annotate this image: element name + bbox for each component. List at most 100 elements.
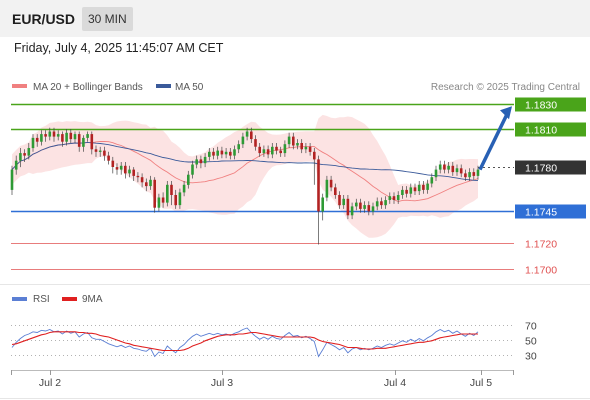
candle-body [90,134,94,150]
candle-body [472,172,476,176]
candle-body [119,165,123,170]
credit-text: Research © 2025 Trading Central [431,82,580,93]
candle-body [342,198,345,206]
candle-body [103,150,106,156]
candle-body [426,183,429,190]
candle-body [157,197,161,208]
candle-body [10,169,14,190]
candle-body [203,156,207,164]
ma50-legend-swatch [156,84,171,88]
candle-body [392,196,396,200]
candle-body [107,155,110,161]
candle-body [300,143,303,150]
candle-body [447,165,450,170]
candle-body [451,165,455,173]
rsi-legend-label: RSI [33,294,50,305]
candle-body [430,177,434,184]
level-label-1-1810: 1.1810 [525,125,557,137]
candle-body [98,150,102,152]
candle-body [212,151,215,156]
candle-body [329,179,333,188]
candle-body [371,206,375,212]
candle-body [31,137,35,149]
candle-body [233,149,236,156]
rsi-tick-label: 70 [525,321,537,333]
currency-pair: EUR/USD [12,11,76,27]
candle-body [14,160,18,170]
candle-body [287,136,291,145]
candle-body [384,200,387,206]
candle-body [86,134,89,138]
candle-body [77,134,81,147]
candle-body [317,159,320,212]
candle-body [422,184,425,190]
candle-body [405,189,408,194]
rsi-ma-legend-swatch [62,297,77,301]
candle-body [161,197,165,203]
candle-body [266,149,270,155]
candle-body [170,184,173,195]
candle-body [216,150,219,156]
candle-body [292,136,295,146]
candle-body [262,149,266,154]
candle-body [40,134,43,142]
candle-body [61,134,64,142]
candle-body [153,179,156,208]
projection-arrow-head [500,106,512,120]
candle-body [388,196,392,200]
bollinger-legend-swatch [12,84,27,88]
candle-body [367,205,371,212]
projection-arrow [478,106,512,171]
candle-body [350,206,354,216]
candle-body [69,132,73,140]
candle-body [52,131,56,137]
candle-body [178,192,182,206]
rsi-ma-line [11,331,478,352]
bollinger-band-area [12,114,478,238]
level-label-1-1745: 1.1745 [525,207,557,219]
timestamp: Friday, July 4, 2025 11:45:07 AM CET [14,41,224,55]
candle-body [199,159,203,164]
level-label-1-1780: 1.1780 [525,163,557,175]
candle-body [279,150,282,154]
x-tick-label: Jul 5 [470,377,492,389]
candle-body [94,149,98,152]
candle-body [220,150,224,155]
candle-body [48,131,52,137]
legend: MA 20 + Bollinger Bands MA 50 Research ©… [12,82,580,305]
candle-body [191,164,194,175]
candle-body [115,167,119,170]
candle-body [409,187,413,194]
candle-body [283,144,287,154]
candle-body [166,184,169,203]
candle-body [313,151,316,160]
candle-body [375,201,379,207]
candle-body [455,168,459,173]
candle-body [321,197,324,212]
candle-body [195,159,198,165]
candle-body [140,177,144,183]
candle-body [434,169,438,178]
timeframe-button[interactable]: 30 MIN [82,7,133,31]
candle-body [271,146,274,155]
candle-body [296,143,299,146]
candle-body [44,134,47,137]
candle-body [19,153,22,161]
candle-body [468,172,471,178]
level-label-box-1-1745 [515,204,586,219]
x-tick-label: Jul 3 [211,377,233,389]
candle-body [334,187,337,195]
candle-body [23,153,26,156]
candle-body [476,169,480,176]
level-label-1-1830: 1.1830 [525,100,557,112]
candle-body [459,168,463,174]
candle-body [56,134,60,137]
rsi-ma-legend-label: 9MA [82,294,103,305]
candle-body [224,151,228,155]
x-axis: Jul 2 Jul 3 Jul 4 Jul 5 [11,370,514,389]
candle-body [187,174,190,185]
candle-body [111,160,115,167]
ma50-line [11,141,479,182]
bollinger-legend-label: MA 20 + Bollinger Bands [33,82,143,93]
x-tick-label: Jul 4 [384,377,406,389]
